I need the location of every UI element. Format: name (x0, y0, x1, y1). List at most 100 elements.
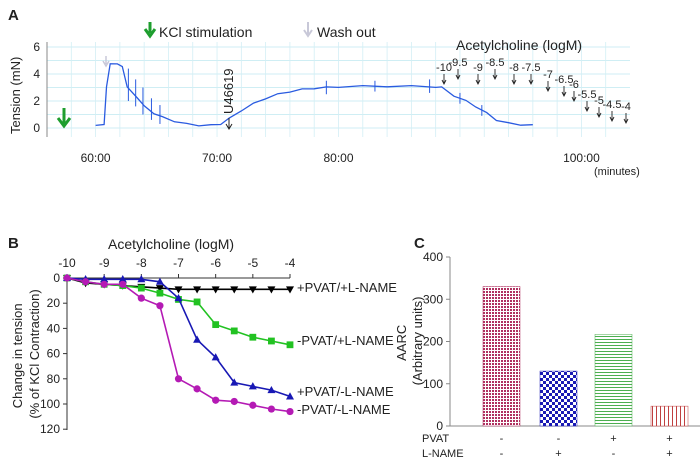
data-point (230, 378, 239, 386)
data-point (193, 286, 202, 294)
data-point (249, 333, 257, 341)
data-point (81, 278, 90, 286)
data-point (212, 396, 220, 404)
data-point (174, 286, 183, 294)
panel-b-ylabel-line1: Change in tension (10, 303, 25, 408)
data-point (230, 397, 238, 406)
data-point (267, 286, 276, 294)
panel-c-lname-sign: - (612, 448, 616, 460)
data-point (193, 385, 201, 393)
panel-a-trace-spikes (127, 68, 483, 124)
panel-a-dose-arrow-icon (596, 107, 602, 119)
panel-b-x-tick-label: -9 (99, 256, 110, 270)
data-point (100, 280, 108, 288)
panel-a-ylabel: Tension (mN) (8, 57, 23, 134)
panel-label-a: A (8, 7, 19, 24)
panel-a-dose-arrow-icon (492, 69, 498, 81)
series--pvat-l-name (63, 274, 294, 416)
panel-b-x-tick-label: -8 (136, 256, 147, 270)
panel-a-y-tick-label: 0 (33, 121, 40, 135)
panel-c-pvat-sign: + (610, 433, 616, 445)
panel-a-dose-arrow-icon (528, 74, 534, 86)
panel-label-c: C (414, 235, 425, 252)
data-point (286, 392, 294, 400)
panel-c-lname-sign: - (500, 448, 504, 460)
data-point (155, 277, 164, 285)
panel-a-grid (47, 42, 630, 137)
data-point (267, 405, 276, 413)
panel-a-y-tick-label: 6 (33, 40, 40, 54)
u46619-label: U46619 (221, 68, 236, 114)
data-point (249, 401, 257, 409)
panel-b-ylabel-line2: (% of KCl Contraction) (27, 289, 42, 418)
panel-b-ylabel: Change in tension (% of KCl Contraction) (10, 289, 42, 418)
data-point (156, 289, 164, 297)
panel-b-y-tick-label: 60 (47, 347, 61, 361)
kcl-label: KCl stimulation (159, 24, 252, 40)
panel-c-pvat-sign: - (557, 433, 561, 445)
panel-a-dose-arrow-icon (584, 101, 590, 113)
panel-a-dose-label: -6 (569, 79, 579, 91)
panel-a-dose-label: -7 (543, 69, 553, 81)
panel-a-tension-trace (95, 63, 533, 127)
bar (539, 370, 578, 427)
panel-c-pvat-sign: + (666, 433, 672, 445)
panel-c-lname-sign: + (555, 448, 561, 460)
panel-a-dose-arrow-icon (511, 74, 517, 86)
panel-a-dose-arrow-icon (609, 111, 615, 123)
panel-a-dose-label: -4 (621, 101, 631, 113)
data-point (155, 285, 164, 293)
panel-c-conditions: - - - + + - + + (500, 433, 673, 460)
data-point (193, 335, 202, 343)
panel-a-dose-label: -6.5 (555, 74, 574, 86)
data-point (63, 274, 71, 282)
data-point (137, 275, 146, 283)
series-label: +PVAT/-L-NAME (297, 384, 394, 399)
bar (650, 405, 689, 427)
data-point (100, 275, 109, 283)
panel-a-dose-label: -8.5 (486, 57, 505, 69)
panel-b-series (63, 273, 294, 416)
panel-b-y-tick-label: 20 (47, 296, 61, 310)
panel-b-title: Acetylcholine (logM) (108, 236, 234, 252)
panel-b-x-tick-label: -6 (210, 256, 221, 270)
series-label: -PVAT/-L-NAME (297, 402, 391, 417)
data-point (286, 286, 294, 294)
panel-a-y-tick-label: 4 (33, 67, 40, 81)
panel-c-y-tick-label: 400 (423, 250, 443, 264)
panel-a-x-tick-label: 100:00 (563, 151, 600, 165)
panel-a-x-unit: (minutes) (594, 166, 640, 178)
data-point (174, 293, 183, 302)
panel-b-x-tick-label: -4 (285, 256, 296, 270)
data-point (230, 327, 238, 335)
panel-a-dose-label: -9 (473, 62, 483, 74)
panel-c-ylabel: AARC (Arbitrary units) (394, 297, 425, 386)
data-point (212, 321, 220, 329)
panel-a-dose-arrow-icon (623, 113, 629, 125)
panel-c-y-ticks: 0 100 200 300 400 (423, 250, 450, 433)
data-point (137, 284, 145, 292)
panel-b-y-tick-label: 120 (40, 422, 60, 436)
panel-c-y-tick-label: 0 (436, 419, 443, 433)
data-point (286, 341, 294, 349)
panel-a-dose-arrow-icon (561, 86, 567, 98)
panel-b-series-labels: +PVAT/+L-NAME -PVAT/+L-NAME +PVAT/-L-NAME -… (297, 280, 397, 417)
panel-c-ylabel-line2: (Arbitrary units) (410, 297, 425, 386)
data-point (118, 275, 127, 283)
panel-c-ylabel-line1: AARC (394, 325, 409, 361)
series-label: -PVAT/+L-NAME (297, 333, 394, 348)
panel-c-pvat-sign: - (500, 433, 504, 445)
data-point (211, 353, 220, 361)
panel-c-row-label-pvat: PVAT (422, 433, 449, 445)
bar (594, 334, 633, 427)
panel-b-y-tick-label: 80 (47, 372, 61, 386)
panel-a-dose-arrow-icon (441, 74, 447, 86)
panel-c-y-tick-label: 100 (423, 377, 443, 391)
panel-a-ach-title: Acetylcholine (logM) (456, 37, 582, 53)
series--pvat-l-name (63, 274, 294, 349)
panel-a-x-tick-label: 80:00 (323, 151, 353, 165)
data-point (248, 286, 257, 294)
data-point (156, 302, 164, 310)
panel-b: Acetylcholine (logM) -10 -9 -8 -7 -6 -5 -4 0 20… (10, 236, 397, 436)
